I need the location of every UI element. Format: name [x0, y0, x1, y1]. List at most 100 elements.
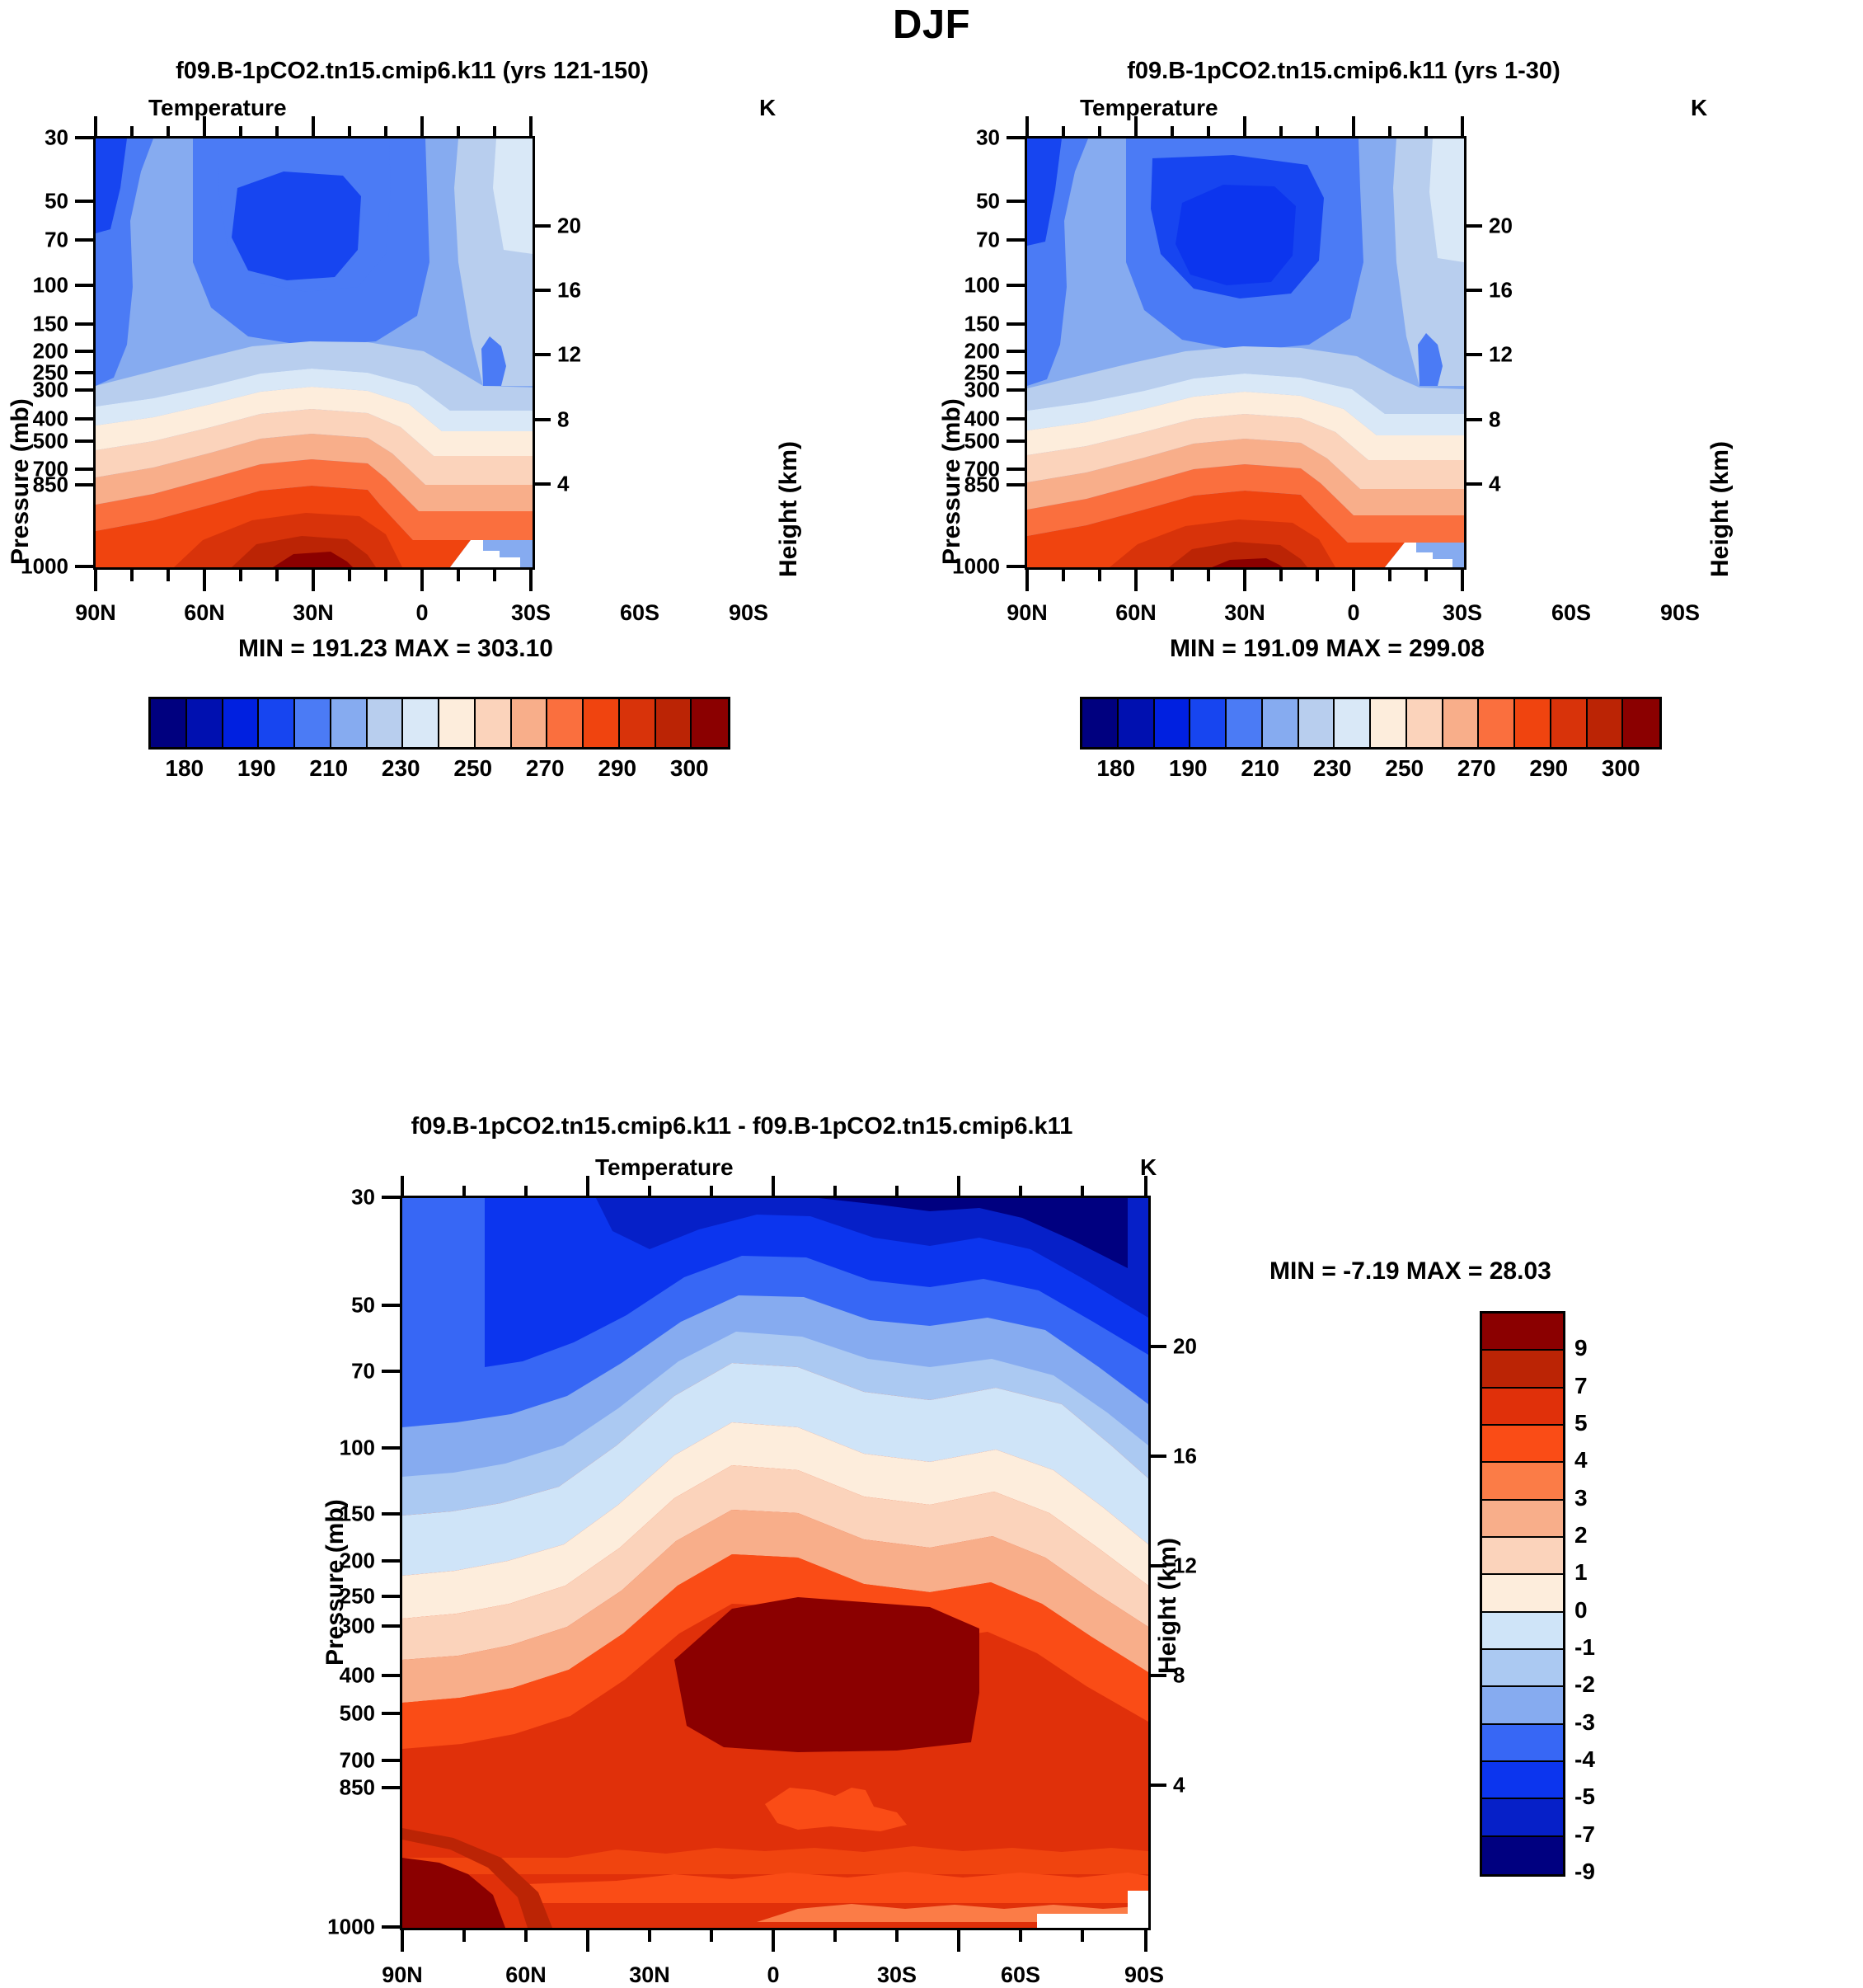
colorbar-tick-label: 180 — [1096, 755, 1136, 781]
colorbar-swatch — [1482, 1799, 1563, 1837]
colorbar-tick-label: 190 — [1168, 755, 1208, 781]
colorbar-swatch — [1623, 699, 1659, 747]
colorbar-tick-label: 9 — [1574, 1335, 1588, 1361]
colorbar-swatch — [1154, 699, 1191, 747]
panel-difference-contour-svg — [402, 1198, 1148, 1928]
colorbar-tick-label: 210 — [1241, 755, 1280, 781]
panel-top-left-units-label: K — [759, 95, 777, 120]
colorbar-tick-label: -4 — [1574, 1746, 1595, 1772]
colorbar-tick-label: 300 — [669, 755, 709, 781]
colorbar-top-left — [148, 697, 730, 750]
colorbar-tick-label: 210 — [309, 755, 349, 781]
colorbar-swatch — [1479, 699, 1515, 747]
figure-main-title: DJF — [892, 2, 971, 47]
colorbar-swatch — [1551, 699, 1588, 747]
colorbar-swatch — [1406, 699, 1443, 747]
colorbar-difference — [1480, 1311, 1565, 1877]
colorbar-difference-labels: 9 7 5 4 3 2 1 0 -1 -2 -3 -4 -5 -7 -9 — [1574, 1311, 1649, 1884]
colorbar-tick-label: -5 — [1574, 1784, 1595, 1810]
colorbar-swatch — [1482, 1612, 1563, 1650]
colorbar-swatch — [1587, 699, 1624, 747]
colorbar-swatch — [1082, 699, 1119, 747]
colorbar-tick-label: 290 — [598, 755, 637, 781]
colorbar-swatch — [1515, 699, 1551, 747]
colorbar-swatch — [1482, 1761, 1563, 1800]
colorbar-swatch — [1371, 699, 1407, 747]
colorbar-swatch — [1227, 699, 1263, 747]
colorbar-swatch — [1482, 1463, 1563, 1501]
colorbar-tick-label: 250 — [453, 755, 493, 781]
panel-top-left-plot-area — [93, 136, 535, 570]
colorbar-swatch — [1482, 1537, 1563, 1576]
panel-top-right-y2-axis-title: Height (km) — [1706, 441, 1734, 577]
colorbar-tick-label: 1 — [1574, 1559, 1588, 1586]
panel-difference-variable-label: Temperature — [595, 1154, 734, 1180]
panel-top-left-title: f09.B-1pCO2.tn15.cmip6.k11 (yrs 121-150) — [176, 58, 649, 84]
colorbar-swatch — [1190, 699, 1227, 747]
colorbar-swatch — [619, 699, 656, 747]
colorbar-swatch — [1482, 1388, 1563, 1426]
colorbar-top-right — [1080, 697, 1662, 750]
panel-top-right-contour-svg — [1027, 139, 1464, 567]
colorbar-swatch — [1482, 1649, 1563, 1688]
panel-top-right-title: f09.B-1pCO2.tn15.cmip6.k11 (yrs 1-30) — [1127, 58, 1560, 84]
colorbar-tick-label: 5 — [1574, 1410, 1588, 1436]
panel-top-right: f09.B-1pCO2.tn15.cmip6.k11 (yrs 1-30) Te… — [932, 49, 1756, 1022]
colorbar-swatch — [1482, 1724, 1563, 1762]
colorbar-swatch — [547, 699, 584, 747]
colorbar-swatch — [655, 699, 692, 747]
colorbar-swatch — [331, 699, 368, 747]
panel-top-right-minmax: MIN = 191.09 MAX = 299.08 — [1170, 635, 1485, 662]
panel-difference-units-label: K — [1140, 1154, 1157, 1180]
colorbar-swatch — [1482, 1500, 1563, 1538]
colorbar-tick-label: 7 — [1574, 1372, 1588, 1398]
colorbar-swatch — [1335, 699, 1371, 747]
colorbar-swatch — [259, 699, 295, 747]
colorbar-swatch — [186, 699, 223, 747]
colorbar-swatch — [1482, 1351, 1563, 1389]
colorbar-swatch — [223, 699, 260, 747]
panel-top-right-variable-label: Temperature — [1080, 95, 1218, 120]
colorbar-tick-label: 230 — [1312, 755, 1352, 781]
colorbar-tick-label: 180 — [165, 755, 204, 781]
colorbar-swatch — [367, 699, 404, 747]
panel-difference-plot-area — [400, 1196, 1151, 1930]
colorbar-swatch — [1298, 699, 1335, 747]
colorbar-top-left-labels: 180 190 210 230 250 270 290 300 — [148, 755, 725, 788]
panel-difference-minmax: MIN = -7.19 MAX = 28.03 — [1269, 1257, 1551, 1285]
colorbar-tick-label: 0 — [1574, 1596, 1588, 1623]
panel-difference-title: f09.B-1pCO2.tn15.cmip6.k11 - f09.B-1pCO2… — [411, 1113, 1073, 1140]
colorbar-swatch — [584, 699, 620, 747]
colorbar-swatch — [403, 699, 439, 747]
colorbar-swatch — [1118, 699, 1155, 747]
colorbar-swatch — [1482, 1687, 1563, 1725]
panel-difference: f09.B-1pCO2.tn15.cmip6.k11 - f09.B-1pCO2… — [321, 1105, 1863, 1987]
panel-top-left-minmax: MIN = 191.23 MAX = 303.10 — [238, 635, 553, 662]
colorbar-swatch — [1482, 1575, 1563, 1613]
panel-top-left: f09.B-1pCO2.tn15.cmip6.k11 (yrs 121-150)… — [0, 49, 824, 1022]
colorbar-tick-label: 230 — [381, 755, 420, 781]
panel-top-right-units-label: K — [1691, 95, 1708, 120]
colorbar-tick-label: 270 — [1457, 755, 1496, 781]
colorbar-tick-label: 190 — [237, 755, 276, 781]
colorbar-tick-label: 300 — [1601, 755, 1640, 781]
colorbar-swatch — [511, 699, 548, 747]
colorbar-swatch — [692, 699, 728, 747]
colorbar-tick-label: 250 — [1385, 755, 1424, 781]
colorbar-top-right-labels: 180 190 210 230 250 270 290 300 — [1080, 755, 1657, 788]
colorbar-swatch — [1482, 1314, 1563, 1351]
panel-top-left-y2-axis-title: Height (km) — [775, 441, 802, 577]
colorbar-tick-label: -3 — [1574, 1708, 1595, 1735]
panel-top-left-contour-svg — [96, 139, 533, 567]
colorbar-tick-label: 270 — [525, 755, 565, 781]
colorbar-tick-label: 290 — [1529, 755, 1569, 781]
colorbar-tick-label: 2 — [1574, 1522, 1588, 1548]
colorbar-tick-label: -1 — [1574, 1634, 1595, 1660]
colorbar-tick-label: -7 — [1574, 1821, 1595, 1847]
colorbar-tick-label: 3 — [1574, 1484, 1588, 1511]
colorbar-swatch — [1443, 699, 1480, 747]
colorbar-tick-label: -2 — [1574, 1671, 1595, 1698]
colorbar-swatch — [439, 699, 476, 747]
colorbar-swatch — [1482, 1425, 1563, 1464]
